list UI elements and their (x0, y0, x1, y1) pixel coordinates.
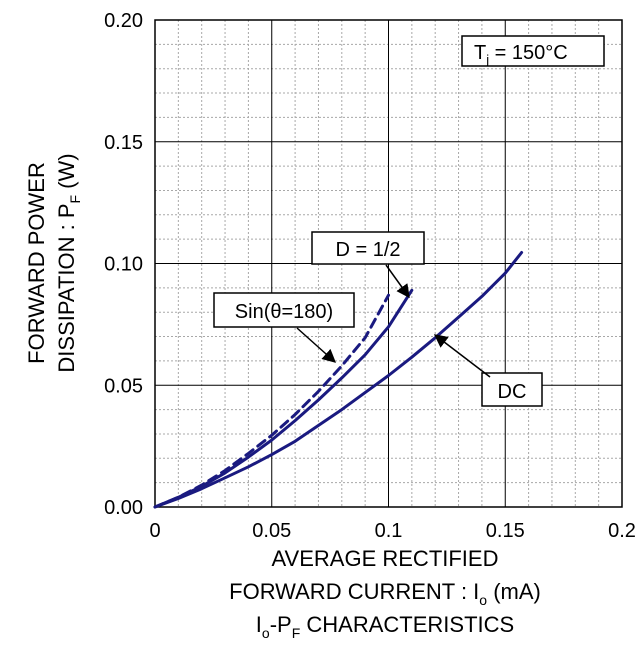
y-axis-label-unit: (W) (54, 153, 79, 195)
caption-rest: CHARACTERISTICS (300, 612, 514, 637)
series-line-dc (153, 251, 524, 509)
condition-t: T (474, 42, 486, 64)
x-axis-label-line1: AVERAGE RECTIFIED (272, 546, 499, 571)
x-tick-label: 0 (149, 520, 160, 542)
series-line-sin-180 (153, 293, 390, 509)
y-tick-label: 0.10 (104, 254, 143, 276)
x-axis-label-line2: FORWARD CURRENT : Io (mA) (229, 579, 541, 608)
annotation-d-half-arrow (385, 264, 410, 299)
plot-frame (154, 19, 623, 508)
x-axis-label-sub: o (479, 592, 487, 608)
y-tick-label: 0.15 (104, 132, 143, 154)
x-tick-label: 0.15 (486, 520, 525, 542)
annotation-dc-arrow (433, 334, 491, 378)
caption-mid: -P (270, 612, 292, 637)
y-axis-label-line1: FORWARD POWER (24, 162, 49, 364)
tick-layer: 0 0.05 0.1 0.15 0.2 0.00 0.05 0.10 0.15 0.20 (104, 10, 636, 542)
x-axis-label-unit: (mA) (487, 579, 541, 604)
y-axis-label-sub: F (67, 195, 83, 204)
y-axis-label: FORWARD POWER DISSIPATION : PF (W) (24, 153, 83, 372)
chart-caption: Io-PF CHARACTERISTICS (256, 612, 514, 641)
x-axis-label-main: FORWARD CURRENT : I (229, 579, 479, 604)
x-tick-label: 0.2 (608, 520, 636, 542)
annotation-d-half: D = 1/2 (311, 231, 425, 299)
caption-p-sub: F (292, 625, 301, 641)
annotation-sin: Sin(θ=180) (213, 292, 355, 363)
annotation-d-half-label: D = 1/2 (335, 239, 400, 261)
condition-value: = 150°C (489, 42, 568, 64)
annotation-dc-label: DC (498, 381, 527, 403)
annotation-sin-label: Sin(θ=180) (235, 301, 333, 323)
x-tick-label: 0.1 (375, 520, 403, 542)
condition-box: Tj = 150°C (461, 35, 605, 67)
annotation-sin-arrow (296, 327, 337, 363)
y-tick-label: 0.05 (104, 375, 143, 397)
y-axis-label-line2: DISSIPATION : PF (W) (54, 153, 83, 372)
condition-sub-j: j (485, 52, 489, 67)
y-tick-label: 0.20 (104, 10, 143, 32)
x-tick-label: 0.05 (252, 520, 291, 542)
caption-i: I (256, 612, 262, 637)
caption-i-sub: o (262, 625, 270, 641)
y-axis-label-main: DISSIPATION : P (54, 203, 79, 372)
series-layer (153, 251, 524, 509)
svg-text:Tj = 150°C: Tj = 150°C (474, 42, 568, 67)
y-tick-label: 0.00 (104, 497, 143, 519)
annotation-dc: DC (433, 334, 543, 407)
